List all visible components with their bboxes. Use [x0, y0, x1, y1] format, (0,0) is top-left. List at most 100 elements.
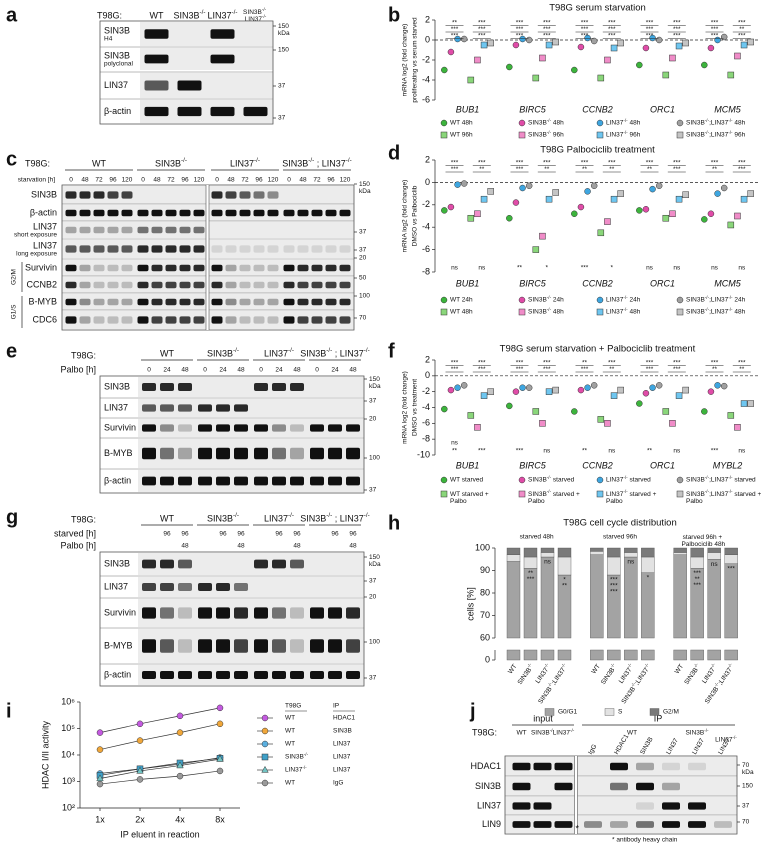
- lane-label: 72: [95, 177, 103, 184]
- lane-label: WT: [516, 730, 526, 737]
- data-point: [441, 66, 448, 74]
- x-tick-label: BIRC5: [519, 460, 547, 470]
- blot-row-label: LIN37: [104, 402, 128, 412]
- chart-title: T98G Palbociclib treatment: [540, 145, 655, 156]
- significance: ***: [581, 20, 589, 27]
- data-point: [447, 48, 455, 56]
- blot-frame: [99, 20, 274, 125]
- significance: ***: [516, 160, 524, 167]
- x-tick-label: MCM5: [714, 278, 741, 288]
- data-point: [701, 408, 708, 415]
- data-point: [577, 43, 585, 51]
- legend-swatch: [518, 131, 526, 139]
- lane-label: 120: [340, 177, 351, 184]
- significance: ns: [738, 265, 746, 272]
- legend-swatch: [518, 296, 526, 304]
- lane-axis-label: Palbo [h]: [60, 364, 96, 374]
- data-point: [506, 214, 513, 222]
- phase-label: G1/S: [11, 304, 18, 319]
- significance: ***: [608, 160, 616, 167]
- blot-band: [165, 281, 177, 289]
- blot-band: [165, 298, 177, 306]
- significance: ***: [711, 448, 719, 455]
- blot-band: [151, 316, 163, 324]
- y-tick-label: 10³: [62, 776, 75, 786]
- blot-band: [151, 281, 163, 289]
- lane-label: 96: [331, 531, 339, 538]
- cell-line-label: T98G:: [472, 727, 497, 737]
- data-point: [441, 207, 448, 214]
- significance: ***: [610, 583, 618, 590]
- data-point: [577, 203, 585, 211]
- data-point: [96, 780, 104, 788]
- group-label: starved 96h + Palbociclib 48h: [681, 534, 725, 548]
- blot-band: [272, 607, 286, 619]
- data-point: [734, 424, 741, 431]
- y-tick-label: 90: [480, 565, 490, 575]
- blot-band: [65, 298, 77, 306]
- blot-membrane: [138, 599, 364, 627]
- blot-row-label: Survivin: [104, 422, 136, 432]
- mw-marker: 150 kDa: [278, 23, 291, 37]
- blot-band: [346, 607, 360, 619]
- blot-band: [65, 209, 77, 217]
- significance: **: [739, 366, 745, 373]
- blot-band: [121, 281, 133, 289]
- lane-label: 0: [259, 367, 263, 374]
- significance: ***: [478, 160, 486, 167]
- lane-axis-label: starvation [h]: [18, 177, 55, 184]
- significance: ***: [738, 360, 746, 367]
- legend-label: SIN3B-/-;LIN37-/- 48h: [686, 307, 746, 316]
- blot-band: [210, 106, 235, 117]
- mw-marker: 20: [359, 255, 367, 262]
- bar-segment: [506, 561, 521, 639]
- data-point: [216, 767, 224, 775]
- blot-row-note: polyclonal: [104, 61, 133, 68]
- x-tick-label: SIN3B-/-: [682, 662, 703, 686]
- blot-band: [311, 209, 323, 217]
- blot-band: [325, 281, 337, 289]
- data-point: [597, 229, 605, 237]
- group-label: LIN37-/-: [264, 347, 294, 358]
- blot-row-label: LIN37: [104, 80, 128, 90]
- data-point: [96, 746, 104, 753]
- blot-band: [137, 245, 149, 253]
- x-tick-label: ORC1: [650, 278, 675, 288]
- blot-band: [144, 106, 169, 117]
- data-point: [590, 37, 598, 45]
- cell-line-label: T98G:: [25, 158, 50, 168]
- lane-label: 96: [275, 531, 283, 538]
- significance: ***: [516, 20, 524, 27]
- bar-segment: [590, 554, 604, 639]
- group-label: starved 48h: [520, 534, 554, 541]
- data-point: [720, 184, 728, 192]
- lane-label: 48: [349, 367, 357, 374]
- blot-membrane: [140, 100, 273, 123]
- significance: ***: [673, 33, 681, 40]
- mw-marker: 100: [369, 455, 380, 462]
- y-tick-label: -6: [422, 94, 430, 104]
- bar-segment: [673, 547, 687, 553]
- blot-band: [160, 607, 174, 619]
- blot-band: [178, 447, 192, 460]
- group-label: WT: [160, 348, 174, 358]
- data-point: [506, 402, 513, 410]
- significance: ns: [478, 265, 486, 272]
- legend-label: LIN37-/- starved: [606, 475, 651, 484]
- blot-band: [267, 316, 279, 324]
- blot-band: [610, 821, 628, 828]
- significance: ***: [516, 360, 524, 367]
- x-tick-label: BIRC5: [519, 104, 547, 114]
- significance: **: [609, 366, 615, 373]
- blot-band: [328, 639, 342, 653]
- blot-band: [225, 281, 237, 289]
- x-tick-label: MCM5: [714, 104, 741, 114]
- blot-band: [178, 383, 192, 391]
- y-tick-label: 0: [485, 654, 490, 664]
- data-point: [617, 386, 624, 394]
- y-axis-label: mRNA log2 (fold change): [402, 24, 409, 97]
- blot-band: [142, 607, 156, 619]
- blot-membrane: [505, 797, 737, 815]
- legend-swatch: [676, 308, 684, 316]
- blot-band: [290, 447, 304, 460]
